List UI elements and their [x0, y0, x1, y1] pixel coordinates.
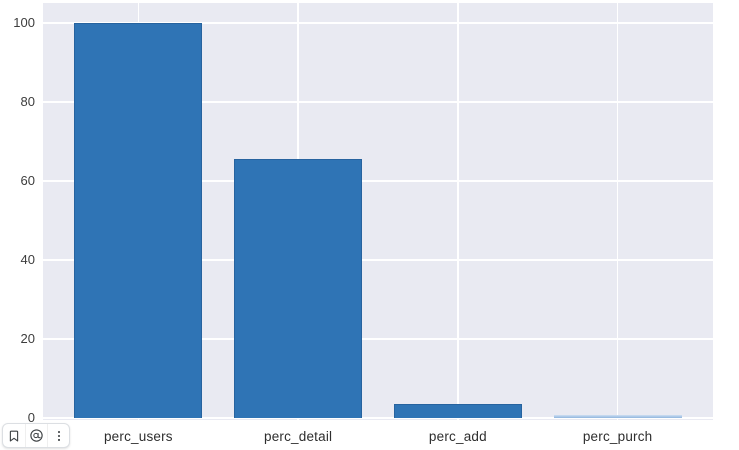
kebab-menu-button[interactable]: [47, 424, 69, 447]
at-circle-button[interactable]: [25, 424, 47, 447]
y-gridline: [43, 180, 713, 182]
y-gridline: [43, 22, 713, 24]
at-circle-icon: [30, 429, 43, 442]
floating-toolbar: [2, 423, 70, 448]
y-gridline: [43, 101, 713, 103]
x-axis-label: perc_detail: [264, 429, 333, 444]
bar-perc_add: [393, 404, 522, 418]
bookmark-button[interactable]: [3, 424, 25, 447]
x-gridline: [457, 3, 459, 420]
y-tick-label: 20: [20, 331, 35, 346]
x-gridline: [616, 3, 619, 420]
x-axis-label: perc_purch: [582, 429, 653, 444]
x-axis-label: perc_users: [103, 429, 173, 444]
plot-area: [43, 3, 713, 420]
bar-perc_detail: [234, 159, 363, 418]
y-tick-label: 0: [27, 410, 35, 425]
x-axis-label: perc_add: [428, 429, 487, 444]
kebab-menu-icon: [57, 430, 60, 441]
bar-perc_purch: [553, 415, 682, 418]
y-tick-label: 80: [20, 94, 35, 109]
y-gridline: [43, 338, 713, 340]
y-gridline: [43, 417, 713, 419]
y-tick-label: 40: [20, 252, 35, 267]
y-tick-label: 60: [20, 173, 35, 188]
y-tick-label: 100: [13, 15, 35, 30]
bar-perc_users: [74, 23, 203, 418]
y-gridline: [43, 259, 713, 261]
bookmark-icon: [9, 430, 19, 442]
